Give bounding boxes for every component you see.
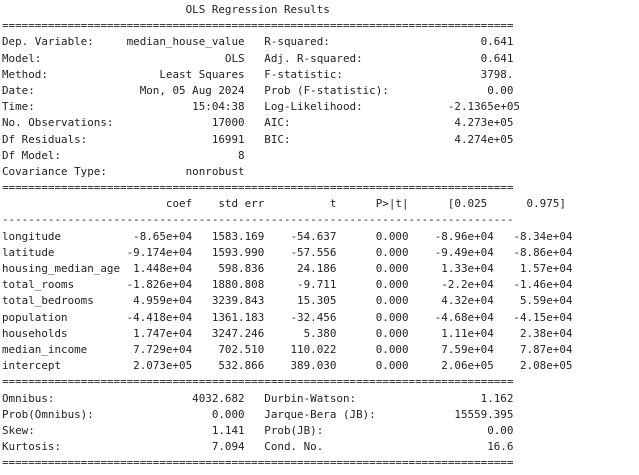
diagnostic-row: Skew: 1.141 Prob(JB): 0.00 <box>2 423 514 437</box>
model-summary-row: No. Observations: 17000 AIC: 4.273e+05 <box>2 116 514 130</box>
separator-mid: ========================================… <box>2 181 514 195</box>
model-summary-row: Df Residuals: 16991 BIC: 4.274e+05 <box>2 132 514 146</box>
coefficient-row: intercept 2.073e+05 532.866 389.030 0.00… <box>2 359 573 373</box>
model-summary-row: Date: Mon, 05 Aug 2024 Prob (F-statistic… <box>2 83 514 97</box>
separator-bottom: ========================================… <box>2 456 514 470</box>
model-summary-row: Df Model: 8 <box>2 148 514 162</box>
ols-regression-summary: OLS Regression Results =================… <box>2 2 572 471</box>
coefficient-row: population -4.418e+04 1361.183 -32.456 0… <box>2 310 573 324</box>
model-summary-row: Dep. Variable: median_house_value R-squa… <box>2 35 514 49</box>
coefficient-row: longitude -8.65e+04 1583.169 -54.637 0.0… <box>2 229 573 243</box>
separator-top: ========================================… <box>2 19 514 33</box>
model-summary-row: Covariance Type: nonrobust <box>2 164 514 178</box>
diagnostic-row: Kurtosis: 7.094 Cond. No. 16.6 <box>2 440 514 454</box>
model-summary-row: Method: Least Squares F-statistic: 3798. <box>2 67 514 81</box>
separator-diagnostics: ========================================… <box>2 375 514 389</box>
coefficient-row: households 1.747e+04 3247.246 5.380 0.00… <box>2 326 573 340</box>
model-summary-row: Time: 15:04:38 Log-Likelihood: -2.1365e+… <box>2 100 520 114</box>
coefficient-row: housing_median_age 1.448e+04 598.836 24.… <box>2 262 573 275</box>
diagnostic-row: Omnibus: 4032.682 Durbin-Watson: 1.162 <box>2 391 514 405</box>
coefficient-header-row: coef std err t P>|t| [0.025 0.975] <box>2 197 566 211</box>
report-title: OLS Regression Results <box>2 3 514 16</box>
dash-separator: ----------------------------------------… <box>2 213 514 227</box>
model-summary-row: Model: OLS Adj. R-squared: 0.641 <box>2 51 514 65</box>
coefficient-row: latitude -9.174e+04 1593.990 -57.556 0.0… <box>2 245 573 259</box>
diagnostic-row: Prob(Omnibus): 0.000 Jarque-Bera (JB): 1… <box>2 407 514 421</box>
coefficient-row: median_income 7.729e+04 702.510 110.022 … <box>2 342 573 356</box>
coefficient-row: total_bedrooms 4.959e+04 3239.843 15.305… <box>2 294 573 308</box>
coefficient-row: total_rooms -1.826e+04 1880.808 -9.711 0… <box>2 278 573 292</box>
